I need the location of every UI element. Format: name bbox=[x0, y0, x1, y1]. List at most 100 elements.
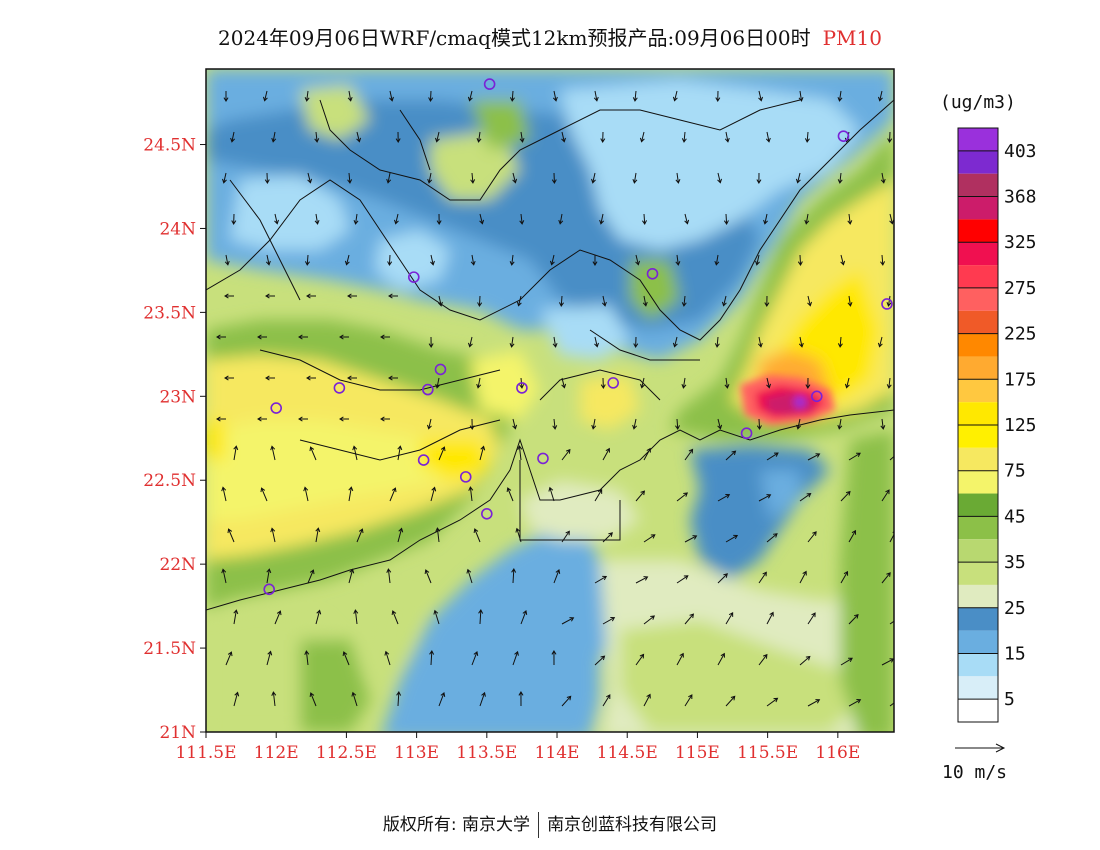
copyright-footer: 版权所有: 南京大学 南京创蓝科技有限公司 bbox=[0, 810, 1100, 838]
wind-arrow bbox=[632, 418, 638, 430]
wind-arrow bbox=[643, 534, 656, 543]
wind-arrow bbox=[552, 90, 558, 102]
legend-swatch bbox=[958, 584, 998, 608]
wind-arrow bbox=[633, 336, 639, 348]
wind-arrow bbox=[265, 293, 275, 299]
wind-arrow bbox=[880, 254, 886, 266]
wind-arrow bbox=[558, 295, 564, 307]
wind-arrow bbox=[591, 418, 597, 430]
wind-arrow bbox=[684, 694, 693, 707]
wind-arrow bbox=[886, 377, 892, 389]
wind-arrow bbox=[837, 90, 843, 102]
wind-arrow bbox=[216, 334, 226, 340]
wind-arrow bbox=[807, 612, 816, 625]
wind-arrow bbox=[265, 375, 275, 381]
legend-swatch bbox=[958, 607, 998, 631]
wind-arrow bbox=[592, 254, 598, 266]
wind-arrow bbox=[428, 336, 434, 348]
legend-label: 325 bbox=[1004, 232, 1037, 253]
legend-swatch bbox=[958, 516, 998, 540]
wind-arrow bbox=[755, 254, 760, 266]
legend-swatch bbox=[958, 699, 998, 722]
wind-arrow bbox=[519, 131, 525, 143]
wind-arrow bbox=[672, 336, 678, 348]
wind-arrow bbox=[714, 336, 720, 348]
wind-arrow bbox=[348, 486, 354, 502]
wind-arrow bbox=[717, 493, 731, 502]
wind-arrow bbox=[304, 254, 310, 266]
wind-arrow bbox=[339, 334, 349, 340]
lon-tick-label: 112.5E bbox=[316, 743, 377, 763]
wind-arrow bbox=[878, 90, 883, 102]
legend-swatch bbox=[958, 676, 998, 700]
wind-arrow bbox=[436, 213, 442, 225]
wind-arrow bbox=[384, 650, 391, 666]
wind-arrow bbox=[262, 90, 268, 102]
wind-arrow bbox=[221, 568, 227, 584]
legend-swatch bbox=[958, 287, 998, 311]
wind-arrow bbox=[518, 691, 524, 707]
wind-arrow bbox=[467, 90, 473, 102]
wind-arrow bbox=[887, 131, 893, 143]
wind-vectors bbox=[216, 90, 894, 707]
monitoring-station bbox=[537, 452, 549, 465]
lat-tick-label: 23.5N bbox=[143, 303, 196, 323]
wind-arrow bbox=[265, 254, 271, 266]
wind-arrow bbox=[717, 172, 723, 184]
wind-arrow bbox=[515, 527, 522, 543]
legend-label: 25 bbox=[1004, 598, 1026, 619]
wind-arrow bbox=[274, 610, 282, 625]
monitoring-station bbox=[483, 78, 496, 90]
wind-arrow bbox=[356, 528, 364, 543]
wind-arrow bbox=[467, 336, 473, 348]
wind-arrow bbox=[470, 172, 476, 184]
wind-arrow bbox=[889, 702, 894, 707]
wind-arrow bbox=[601, 295, 607, 307]
legend-label: 368 bbox=[1004, 187, 1037, 208]
wind-arrow bbox=[642, 213, 647, 225]
wind-arrow bbox=[765, 131, 771, 143]
lat-tick-label: 24.5N bbox=[143, 136, 196, 156]
lon-tick-label: 114.5E bbox=[597, 743, 658, 763]
wind-arrow bbox=[309, 446, 317, 461]
wind-arrow bbox=[230, 131, 236, 143]
wind-arrow bbox=[517, 445, 523, 461]
legend-swatch bbox=[958, 493, 998, 517]
wind-arrow bbox=[386, 172, 392, 184]
legend-label: 175 bbox=[1004, 369, 1037, 390]
wind-arrow bbox=[309, 692, 317, 707]
wind-arrow bbox=[758, 90, 763, 102]
wind-arrow bbox=[763, 213, 768, 225]
wind-arrow bbox=[512, 418, 518, 430]
wind-arrow bbox=[799, 492, 812, 502]
wind-arrow bbox=[389, 487, 397, 502]
wind-arrow bbox=[675, 172, 681, 184]
wind-arrow bbox=[347, 172, 353, 184]
wind-arrow bbox=[391, 610, 399, 625]
wind-arrow bbox=[549, 254, 555, 266]
wind-arrow bbox=[466, 568, 473, 584]
wind-arrow bbox=[386, 568, 392, 584]
wind-arrow bbox=[758, 653, 768, 666]
legend-swatch bbox=[958, 447, 998, 471]
legend-label: 403 bbox=[1004, 141, 1037, 162]
wind-arrow bbox=[393, 213, 399, 225]
wind-arrow bbox=[675, 418, 681, 430]
lon-tick-label: 115E bbox=[675, 743, 720, 763]
title-text: 2024年09月06日WRF/cmaq模式12km预报产品:09月06日00时 bbox=[218, 26, 811, 50]
wind-arrow bbox=[224, 375, 234, 381]
wind-arrow bbox=[721, 295, 727, 307]
wind-arrow bbox=[723, 213, 729, 225]
wind-arrow bbox=[889, 213, 894, 225]
wind-arrow bbox=[725, 611, 734, 625]
wind-arrow bbox=[476, 131, 482, 143]
wind-arrow bbox=[847, 213, 853, 225]
map-frame bbox=[205, 68, 895, 733]
legend-swatch bbox=[958, 196, 998, 220]
wind-arrow bbox=[561, 377, 567, 389]
legend-swatch bbox=[958, 128, 998, 151]
wind-arrow bbox=[837, 418, 843, 430]
wind-arrow bbox=[388, 293, 398, 299]
wind-arrow bbox=[429, 650, 435, 666]
wind-arrow bbox=[756, 418, 762, 430]
